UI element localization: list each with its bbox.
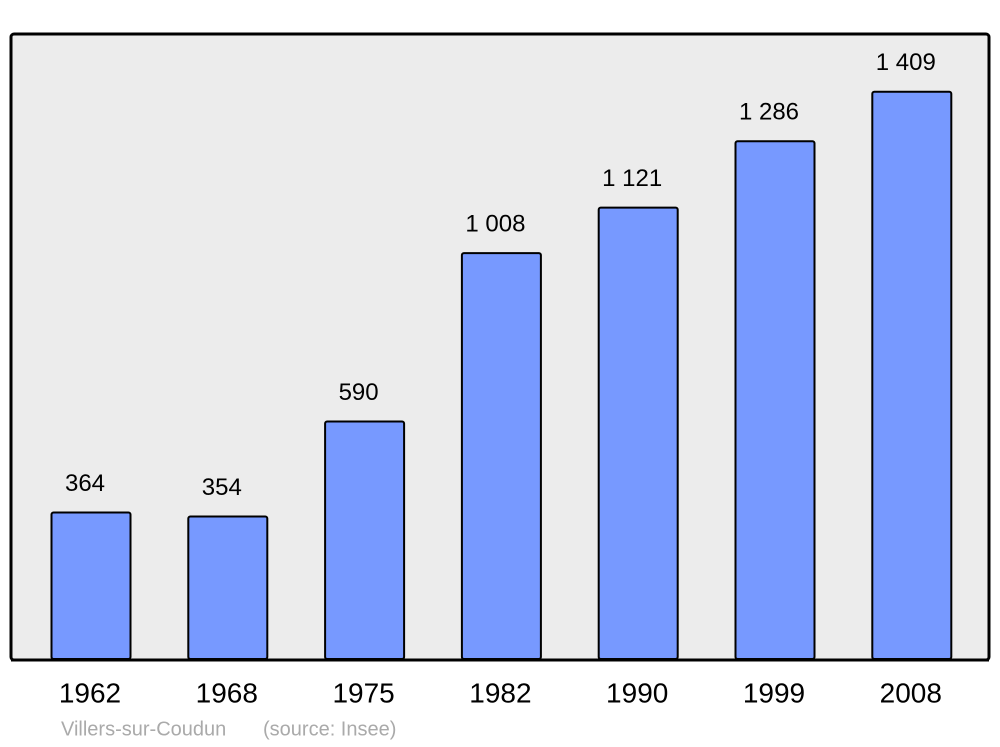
x-tick-label: 1968	[196, 677, 258, 708]
value-label: 354	[202, 474, 242, 501]
bar	[597, 206, 679, 660]
x-tick-label: 1975	[332, 677, 394, 708]
value-label: 1 409	[876, 49, 936, 76]
bar	[187, 515, 269, 660]
x-tick-label: 1990	[606, 677, 668, 708]
bar	[324, 420, 406, 660]
bar	[50, 511, 132, 660]
x-tick-label: 1982	[469, 677, 531, 708]
x-tick-label: 1962	[59, 677, 121, 708]
bar	[734, 140, 816, 661]
value-label: 1 286	[739, 99, 799, 126]
x-tick-label: 1999	[743, 677, 805, 708]
value-label: 364	[65, 470, 105, 497]
chart-title: Villers-sur-Coudun	[61, 718, 226, 740]
x-tick-label: 2008	[880, 677, 942, 708]
source: (source: Insee)	[263, 718, 396, 740]
value-label: 590	[339, 379, 379, 406]
value-label: 1 121	[602, 165, 662, 192]
bar	[460, 252, 542, 661]
value-label: 1 008	[465, 211, 525, 238]
bar	[871, 90, 953, 660]
